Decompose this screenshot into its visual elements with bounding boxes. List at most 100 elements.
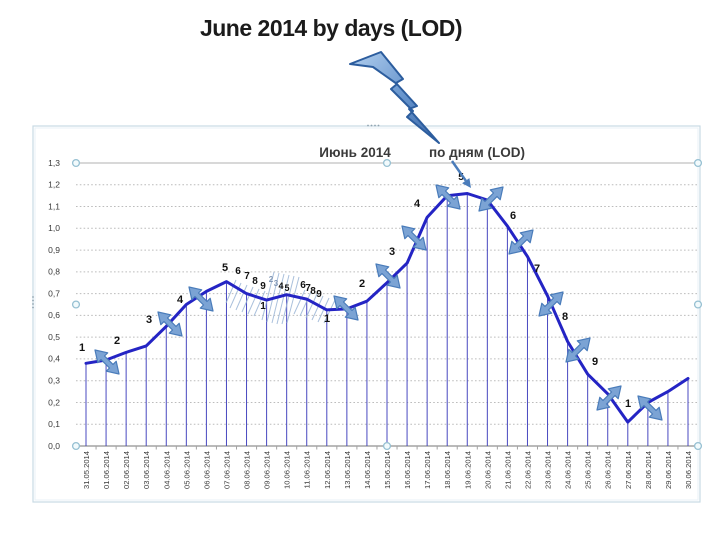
wave-label: 5 xyxy=(458,172,464,183)
bolt-pointer-arrow xyxy=(450,160,467,182)
selection-handle[interactable] xyxy=(693,300,703,309)
trend-arrow-icon xyxy=(508,229,534,255)
drag-dots-icon[interactable] xyxy=(374,124,376,127)
y-axis-label: 0,8 xyxy=(48,267,60,277)
wave-label: 7 xyxy=(534,263,540,275)
x-axis-label: 10.06.2014 xyxy=(283,451,292,489)
x-axis-label: 01.06.2014 xyxy=(102,451,111,489)
x-axis-label: 24.06.2014 xyxy=(564,451,573,489)
x-axis-label: 02.06.2014 xyxy=(122,451,131,489)
selection-handle[interactable] xyxy=(382,441,392,451)
bolt-pointer-arrowhead-icon xyxy=(462,178,471,188)
y-axis-label: 0,7 xyxy=(48,288,60,298)
drag-dots-icon[interactable] xyxy=(32,303,34,305)
x-axis-label: 18.06.2014 xyxy=(443,451,452,489)
x-axis-label: 07.06.2014 xyxy=(222,451,231,489)
chart-frame-inner xyxy=(34,127,699,501)
drag-dots-icon[interactable] xyxy=(32,306,34,309)
y-axis-label: 1,3 xyxy=(48,158,60,168)
wave-label: 9 xyxy=(592,356,598,368)
x-axis-label: 19.06.2014 xyxy=(463,451,472,489)
y-axis-label: 0,1 xyxy=(48,419,60,429)
x-axis-label: 04.06.2014 xyxy=(162,451,171,489)
chart-title: по дням (LOD) xyxy=(429,145,525,160)
selection-handle[interactable] xyxy=(71,441,81,451)
y-axis-label: 0,4 xyxy=(48,354,60,364)
wave-label: 5 xyxy=(222,262,228,274)
x-axis-label: 26.06.2014 xyxy=(604,451,613,489)
x-axis-label: 14.06.2014 xyxy=(363,451,372,489)
hatch-stroke xyxy=(286,276,300,324)
wave-label: 1 xyxy=(260,301,266,312)
hatch-stroke xyxy=(311,295,324,321)
x-axis-label: 08.06.2014 xyxy=(243,451,252,489)
drag-dots-icon[interactable] xyxy=(370,124,373,127)
wave-label: 6 xyxy=(300,280,306,291)
hatch-stroke xyxy=(317,297,330,323)
x-axis-label: 09.06.2014 xyxy=(263,451,272,489)
y-axis-label: 1,0 xyxy=(48,223,60,233)
wave-label: 1 xyxy=(625,398,631,410)
trend-arrow-icon xyxy=(637,395,663,421)
trend-arrow-icon xyxy=(538,291,564,317)
wave-label: 3 xyxy=(146,314,152,326)
drag-dots-icon[interactable] xyxy=(377,124,380,127)
x-axis-label: 13.06.2014 xyxy=(343,451,352,489)
wave-label: 4 xyxy=(278,281,283,291)
wave-label: 4 xyxy=(177,294,184,306)
x-axis-label: 20.06.2014 xyxy=(483,451,492,489)
trend-arrow-icon xyxy=(375,263,401,289)
chart-frame xyxy=(32,125,701,503)
hatch-stroke xyxy=(293,289,306,315)
y-axis-label: 0,2 xyxy=(48,397,60,407)
hatch-stroke xyxy=(276,274,290,325)
x-axis-label: 23.06.2014 xyxy=(544,451,553,489)
x-axis-label: 22.06.2014 xyxy=(523,451,532,489)
hatch-stroke xyxy=(253,290,266,317)
wave-label: 6 xyxy=(235,266,241,277)
drag-dots-icon[interactable] xyxy=(32,296,34,298)
wave-label: 2 xyxy=(359,278,365,290)
x-axis-label: 25.06.2014 xyxy=(584,451,593,489)
trend-arrow-icon xyxy=(157,311,183,337)
hatch-stroke xyxy=(305,293,318,319)
wave-label: 9 xyxy=(316,289,322,300)
x-axis-label: 28.06.2014 xyxy=(644,451,653,489)
selection-handle[interactable] xyxy=(693,158,703,168)
hatch-stroke xyxy=(281,275,295,325)
x-axis-label: 29.06.2014 xyxy=(664,451,673,489)
selection-handle[interactable] xyxy=(71,158,81,168)
x-axis-label: 21.06.2014 xyxy=(503,451,512,489)
chart-title: Июнь 2014 xyxy=(319,145,391,160)
selection-handle[interactable] xyxy=(382,158,392,168)
drag-dots-icon[interactable] xyxy=(32,299,34,302)
wave-label: 7 xyxy=(244,271,250,282)
hatch-stroke xyxy=(247,288,260,315)
selection-handle[interactable] xyxy=(693,441,703,451)
wave-label: 7 xyxy=(305,283,311,294)
x-axis-label: 11.06.2014 xyxy=(303,451,312,488)
wave-label: 8 xyxy=(562,311,568,323)
trend-arrow-icon xyxy=(435,184,461,210)
hatch-stroke xyxy=(229,282,242,309)
trend-arrow-icon xyxy=(333,295,359,321)
hatch-stroke xyxy=(225,279,237,304)
wave-label: 8 xyxy=(252,276,258,287)
hatch-stroke xyxy=(323,299,336,324)
hatch-stroke xyxy=(241,286,254,313)
trend-arrow-icon xyxy=(596,385,622,411)
trend-arrow-icon xyxy=(401,225,427,251)
x-axis-label: 31.05.2014 xyxy=(82,451,91,489)
x-axis-label: 15.06.2014 xyxy=(383,451,392,489)
hatch-stroke xyxy=(299,291,312,317)
wave-label: 4 xyxy=(414,198,421,210)
y-axis-label: 1,2 xyxy=(48,180,60,190)
drag-dots-icon[interactable] xyxy=(367,124,369,127)
selection-handle[interactable] xyxy=(71,300,81,309)
trend-arrow-icon xyxy=(565,337,591,363)
x-axis-label: 12.06.2014 xyxy=(323,451,332,489)
wave-label: 2 xyxy=(269,275,274,284)
x-axis-label: 16.06.2014 xyxy=(403,451,412,489)
